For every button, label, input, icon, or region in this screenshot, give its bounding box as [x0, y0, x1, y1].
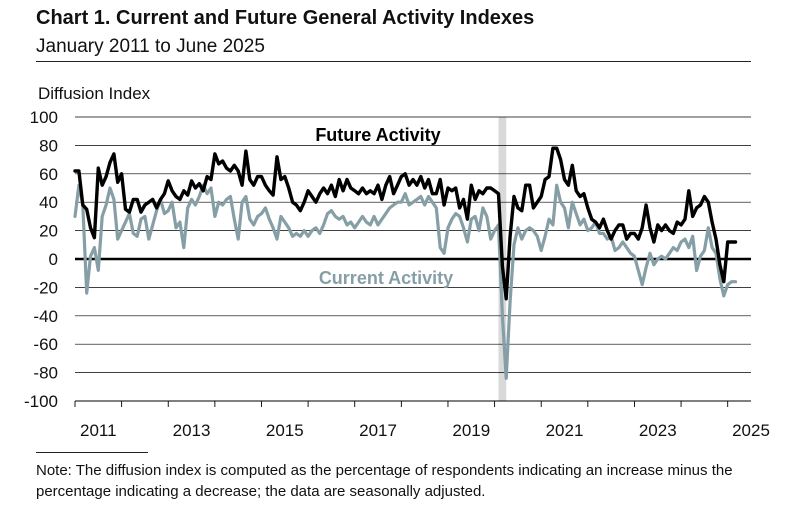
x-tick-label: 2019 — [452, 421, 490, 440]
series-labels: Future Activity Current Activity — [315, 125, 453, 288]
chart-title: Chart 1. Current and Future General Acti… — [36, 7, 535, 29]
y-tick-label: -100 — [24, 392, 58, 411]
y-tick-label: 80 — [39, 136, 58, 155]
x-tick-label: 2011 — [80, 421, 117, 440]
future-activity-line — [73, 146, 738, 301]
x-tick-label: 2017 — [359, 421, 397, 440]
y-axis-label: Diffusion Index — [38, 84, 151, 103]
y-tick-label: 60 — [39, 165, 58, 184]
future-activity-label: Future Activity — [315, 125, 440, 145]
title-rule — [36, 61, 751, 62]
current-activity-label: Current Activity — [319, 268, 453, 288]
x-tick-label: 2023 — [639, 421, 677, 440]
chart-subtitle: January 2011 to June 2025 — [36, 36, 265, 57]
y-tick-label: -20 — [33, 278, 58, 297]
gridlines — [75, 116, 751, 402]
y-tick-label: -80 — [33, 364, 58, 383]
x-tick-label: 2025 — [732, 421, 770, 440]
y-tick-label: 100 — [30, 108, 58, 127]
y-tick-label: -40 — [33, 307, 58, 326]
x-tick-label: 2015 — [266, 421, 304, 440]
y-tick-label: 40 — [39, 193, 58, 212]
y-tick-label: 0 — [49, 250, 58, 269]
x-tick-label: 2013 — [173, 421, 211, 440]
x-tick-label: 2021 — [546, 421, 584, 440]
x-tick-labels: 2011 2013 2015 2017 2019 2021 2023 2025 — [74, 401, 770, 440]
footnote-rule — [36, 452, 148, 453]
footnote: Note: The diffusion index is computed as… — [36, 462, 733, 500]
y-tick-label: 20 — [39, 222, 58, 241]
y-tick-labels: 100 80 60 40 20 0 -20 -40 -60 -80 -100 — [24, 108, 58, 411]
current-activity-line — [73, 183, 738, 380]
series-lines — [73, 146, 738, 380]
y-tick-label: -60 — [33, 335, 58, 354]
